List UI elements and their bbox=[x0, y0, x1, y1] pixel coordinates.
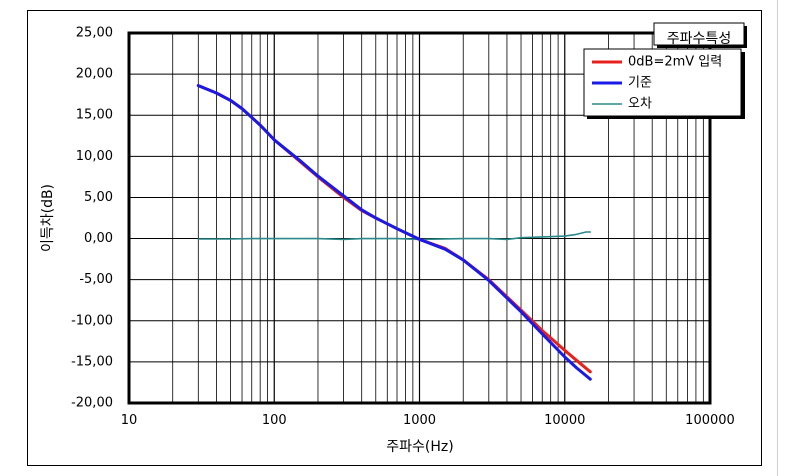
y-tick-label: 10,00 bbox=[76, 149, 113, 164]
x-tick-labels: 10 100 1000 10000 100000 bbox=[121, 413, 735, 428]
y-tick-label: -20,00 bbox=[71, 396, 113, 411]
series-line-reference bbox=[196, 84, 592, 381]
y-tick-label: -10,00 bbox=[71, 313, 113, 328]
series-layer bbox=[196, 84, 592, 381]
y-tick-label: -5,00 bbox=[79, 272, 113, 287]
y-tick-label: 20,00 bbox=[76, 67, 113, 82]
x-tick-label: 10000 bbox=[544, 413, 585, 428]
series-line-error bbox=[197, 231, 592, 241]
x-tick-label: 100000 bbox=[685, 413, 735, 428]
y-tick-label: 0,00 bbox=[84, 231, 113, 246]
y-tick-label: 5,00 bbox=[84, 190, 113, 205]
x-tick-label: 10 bbox=[121, 413, 138, 428]
x-axis-label: 주파수(Hz) bbox=[386, 439, 453, 455]
legend-label: 0dB=2mV 입력 bbox=[628, 55, 722, 70]
y-tick-labels: 25,00 20,00 15,00 10,00 5,00 0,00 -5,00 -10,00 -… bbox=[71, 26, 113, 411]
x-tick-label: 1000 bbox=[403, 413, 436, 428]
plot-area bbox=[127, 31, 712, 405]
y-tick-label: -15,00 bbox=[71, 354, 113, 369]
y-axis-label: 이득차(dB) bbox=[40, 184, 56, 252]
legend-label: 기준 bbox=[628, 76, 652, 91]
x-tick-label: 100 bbox=[262, 413, 287, 428]
chart-title: 주파수특성 bbox=[667, 31, 731, 47]
y-tick-label: 25,00 bbox=[76, 26, 113, 41]
legend-label: 오차 bbox=[628, 97, 652, 112]
window-edge-divider bbox=[777, 0, 778, 476]
y-tick-label: 15,00 bbox=[76, 108, 113, 123]
chart-title-box: 주파수특성 bbox=[653, 22, 747, 48]
